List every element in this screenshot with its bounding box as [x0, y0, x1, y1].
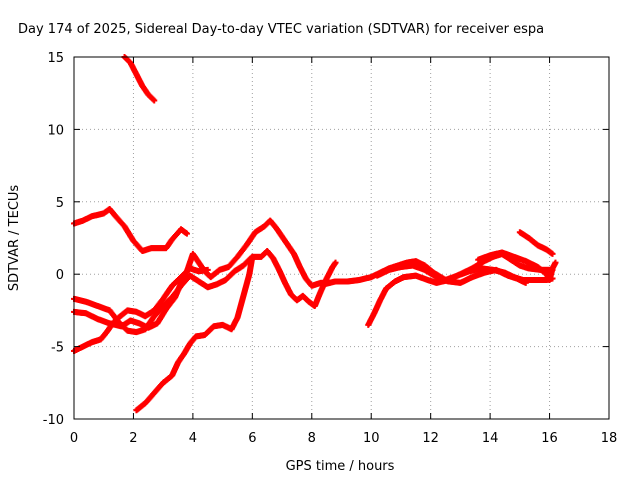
x-tick-label: 2: [129, 431, 137, 446]
x-tick-label: 6: [248, 431, 256, 446]
y-tick-label: 5: [56, 196, 64, 211]
x-tick-label: 18: [601, 431, 618, 446]
chart-title: Day 174 of 2025, Sidereal Day-to-day VTE…: [18, 22, 544, 37]
x-axis-ticks: 0 2 4 6 8 10 12 14 16 18: [70, 57, 617, 446]
plot-frame: [73, 56, 610, 420]
data-point: [332, 259, 339, 266]
series-track-b: [71, 206, 190, 255]
x-tick-label: 10: [363, 431, 380, 446]
series-track-j: [516, 229, 556, 257]
x-tick-label: 14: [482, 431, 499, 446]
grid: [74, 57, 609, 419]
x-tick-label: 8: [308, 431, 316, 446]
x-tick-label: 12: [422, 431, 439, 446]
data-point: [249, 253, 256, 260]
y-tick-label: 0: [56, 268, 64, 283]
data-point: [552, 259, 559, 266]
y-tick-label: 15: [47, 51, 64, 66]
y-tick-label: -10: [43, 413, 64, 428]
x-tick-label: 4: [189, 431, 197, 446]
x-tick-label: 0: [70, 431, 78, 446]
series-track-i: [374, 262, 529, 286]
x-tick-label: 16: [541, 431, 558, 446]
data-marks: [71, 54, 559, 414]
data-point: [522, 279, 529, 286]
series-track-a: [121, 54, 158, 104]
series-track-k: [475, 249, 559, 283]
y-axis-ticks: -10 -5 0 5 10 15: [43, 51, 609, 428]
y-tick-label: -5: [51, 341, 64, 356]
y-tick-label: 10: [47, 123, 64, 138]
data-point: [549, 250, 556, 257]
series-track-e: [71, 217, 333, 331]
x-axis-label: GPS time / hours: [286, 459, 395, 474]
y-axis-label: SDTVAR / TECUs: [7, 185, 22, 292]
series-track-f: [133, 253, 256, 414]
data-point: [183, 230, 190, 237]
data-point: [151, 97, 158, 104]
